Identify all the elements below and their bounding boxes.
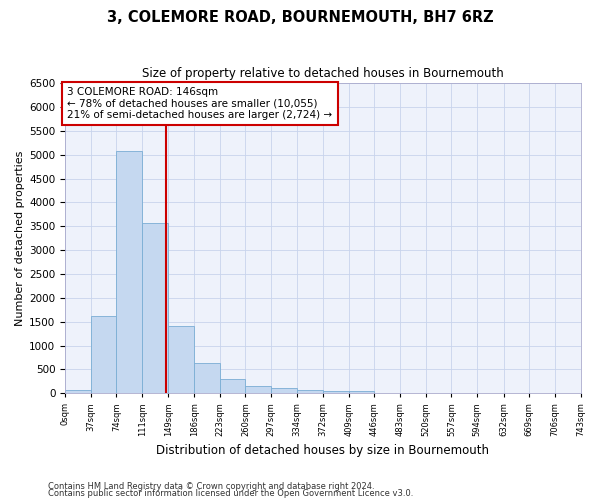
- Bar: [220, 379, 245, 394]
- Bar: [245, 386, 271, 394]
- Bar: [142, 222, 169, 394]
- Bar: [194, 364, 220, 394]
- Bar: [297, 390, 323, 394]
- Y-axis label: Number of detached properties: Number of detached properties: [15, 150, 25, 326]
- Title: Size of property relative to detached houses in Bournemouth: Size of property relative to detached ho…: [142, 68, 503, 80]
- Bar: [116, 151, 142, 394]
- Bar: [169, 326, 194, 394]
- Bar: [65, 390, 91, 394]
- Bar: [349, 390, 374, 394]
- Bar: [323, 391, 349, 394]
- Text: 3, COLEMORE ROAD, BOURNEMOUTH, BH7 6RZ: 3, COLEMORE ROAD, BOURNEMOUTH, BH7 6RZ: [107, 10, 493, 25]
- Bar: [91, 316, 116, 394]
- X-axis label: Distribution of detached houses by size in Bournemouth: Distribution of detached houses by size …: [157, 444, 490, 458]
- Bar: [271, 388, 297, 394]
- Text: 3 COLEMORE ROAD: 146sqm
← 78% of detached houses are smaller (10,055)
21% of sem: 3 COLEMORE ROAD: 146sqm ← 78% of detache…: [67, 87, 332, 120]
- Text: Contains public sector information licensed under the Open Government Licence v3: Contains public sector information licen…: [48, 489, 413, 498]
- Text: Contains HM Land Registry data © Crown copyright and database right 2024.: Contains HM Land Registry data © Crown c…: [48, 482, 374, 491]
